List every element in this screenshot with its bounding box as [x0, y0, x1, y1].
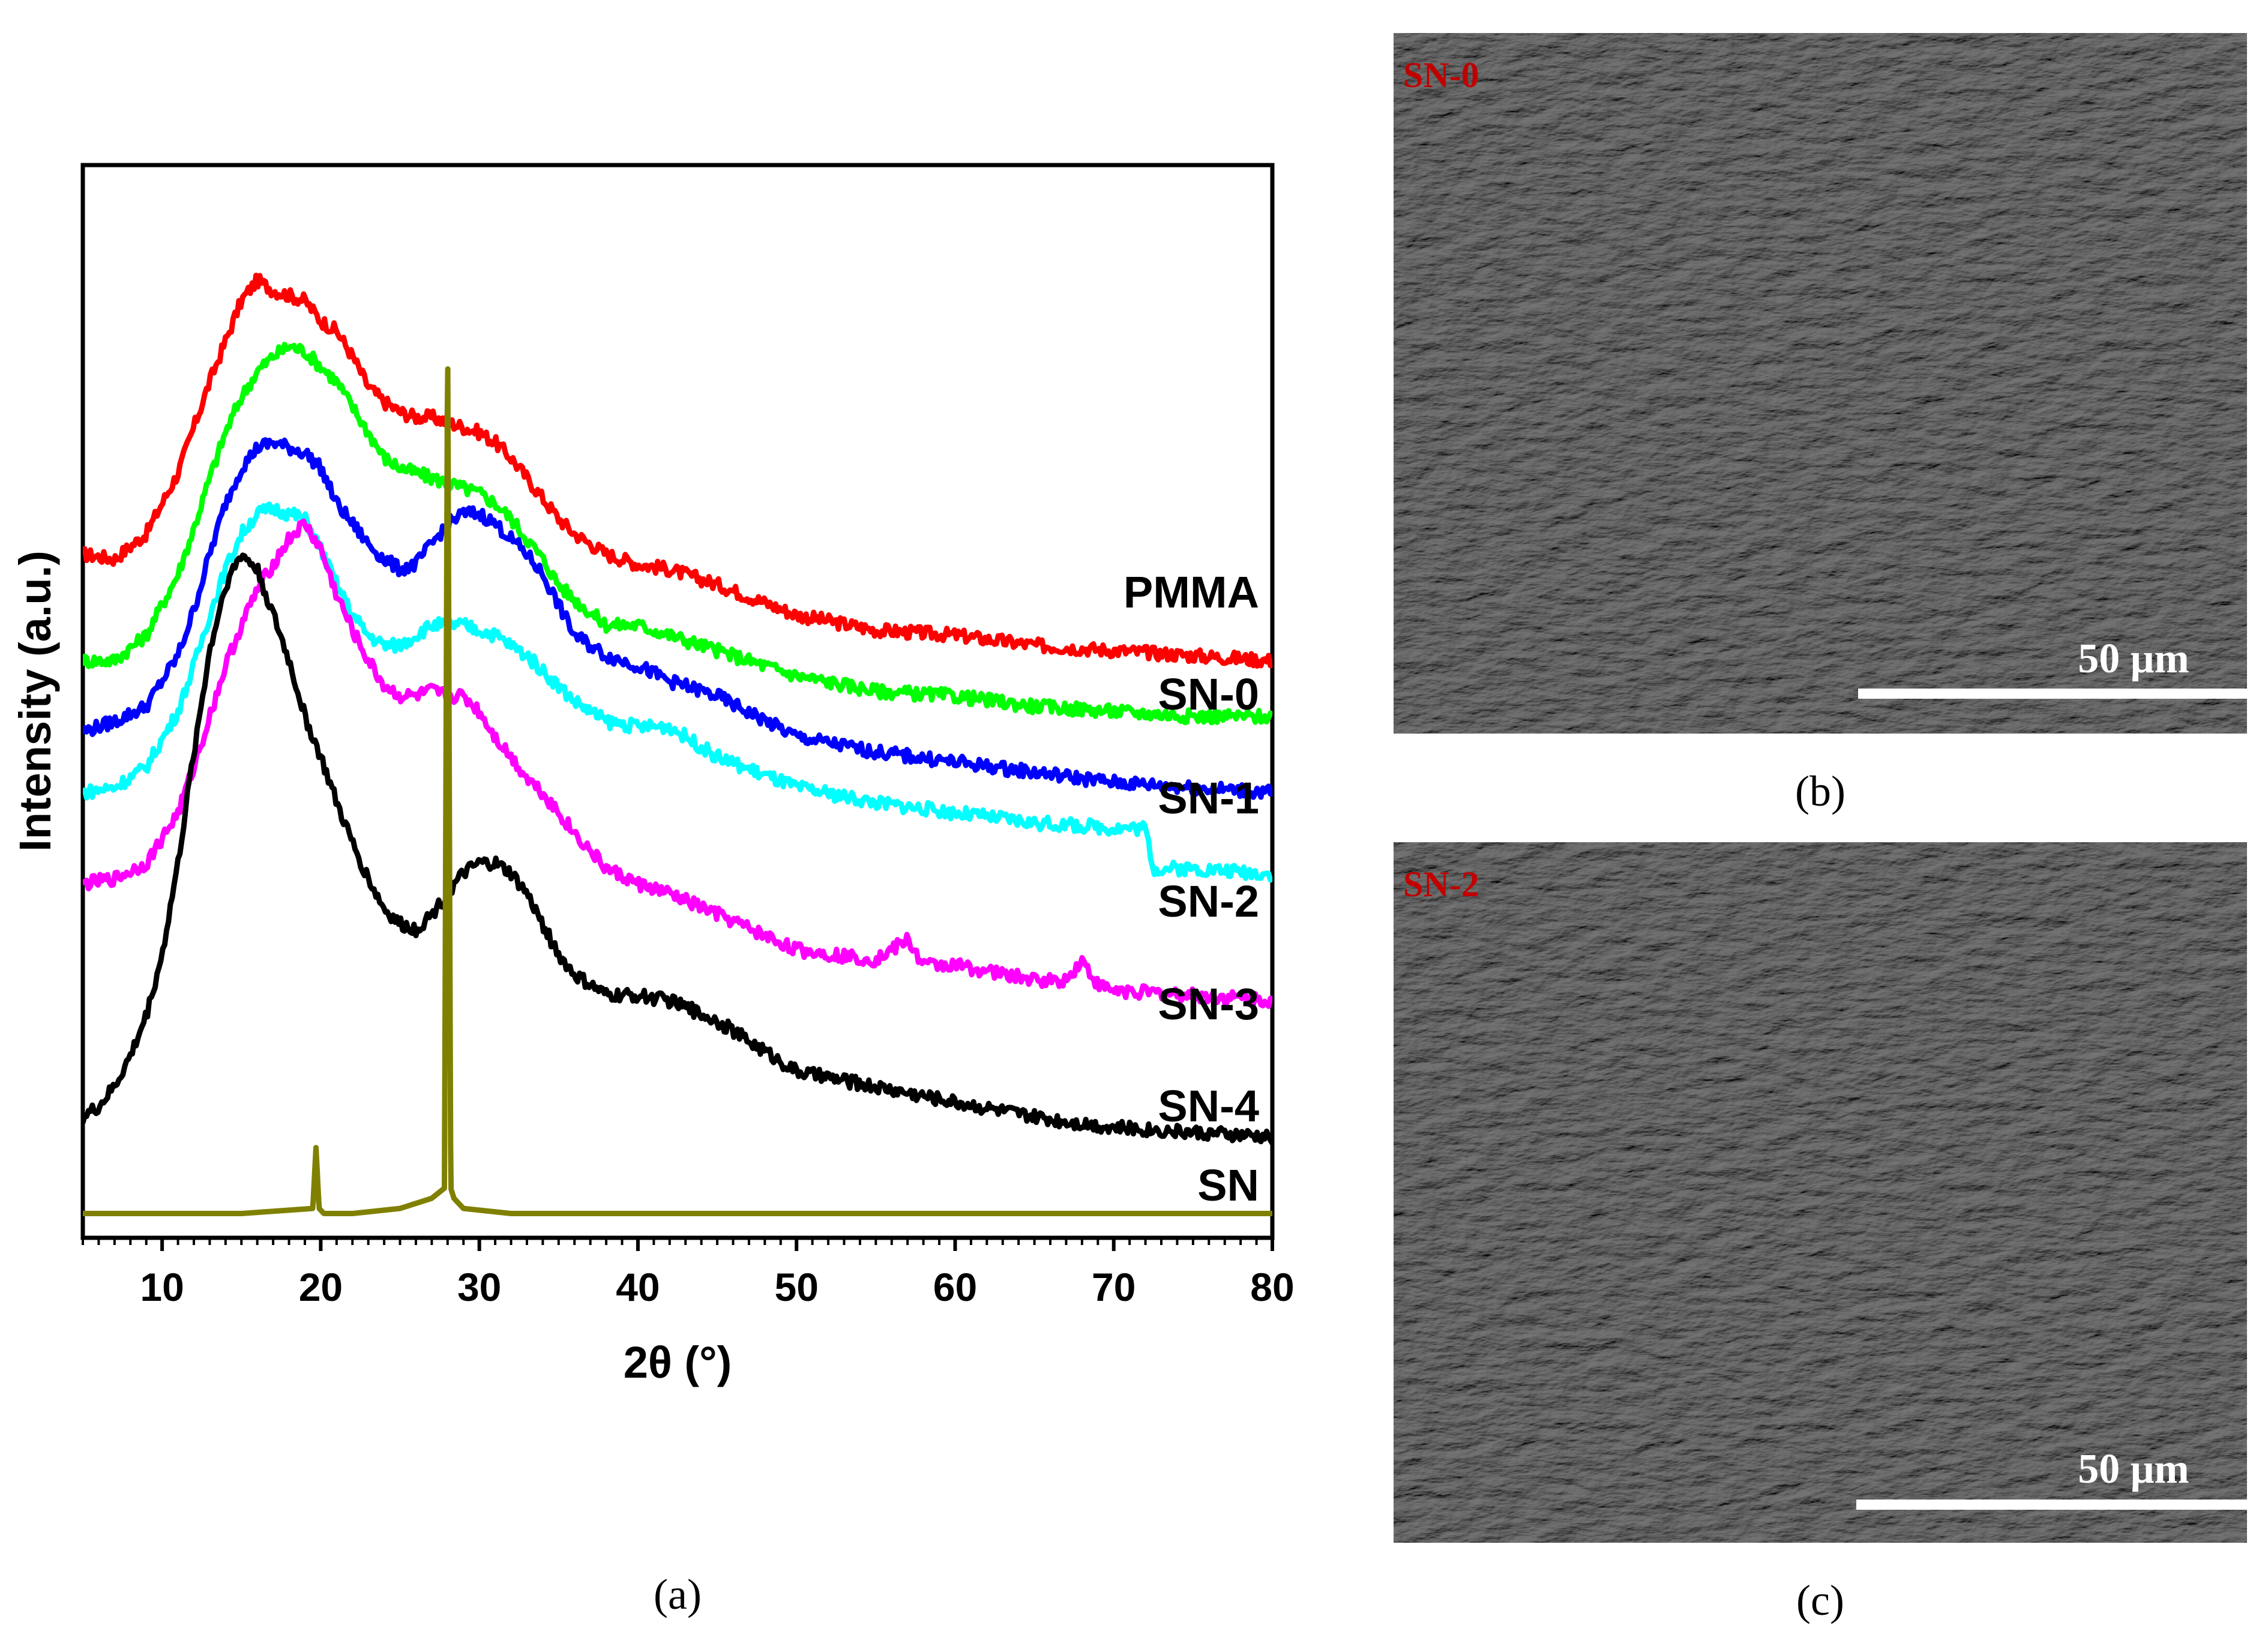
plot-frame	[80, 163, 1275, 1240]
series-label-sn-4: SN-4	[1158, 1081, 1259, 1131]
x-tick-label: 60	[933, 1265, 977, 1309]
panel-caption-b: (b)	[1795, 767, 1845, 815]
panel-caption-c: (c)	[1796, 1576, 1844, 1624]
series-labels: PMMA SN-0 SN-1 SN-2 SN-3 SN-4 SN	[1123, 567, 1259, 1210]
sem-sample-label: SN-0	[1403, 55, 1479, 95]
x-tick-label: 20	[299, 1265, 343, 1309]
series-line-sn-2	[83, 501, 1272, 883]
sem-image-sn2: SN-2 50 μm (c)	[1394, 842, 2248, 1624]
x-tick-label: 70	[1092, 1265, 1136, 1309]
series-label-pmma: PMMA	[1123, 567, 1259, 617]
sem-image-texture	[1394, 842, 2247, 1543]
series-line-sn-3	[83, 518, 1272, 1009]
series-line-sn	[83, 366, 1272, 1216]
sem-image-texture	[1394, 33, 2247, 734]
x-tick-label: 80	[1250, 1265, 1294, 1309]
sem-image-sn0: SN-0 50 μm (b)	[1394, 33, 2248, 815]
scale-bar	[1858, 689, 2248, 699]
x-tick-label: 50	[774, 1265, 818, 1309]
series-label-sn-3: SN-3	[1158, 979, 1259, 1029]
series-label-sn-0: SN-0	[1158, 669, 1259, 719]
scale-bar	[1856, 1500, 2248, 1510]
xrd-chart: 10 20 30 40 50 60 70 80 PMMA SN-0 SN-1 SN-2 SN-3 SN-…	[10, 163, 1295, 1618]
series-label-sn: SN	[1197, 1160, 1259, 1210]
series-line-sn-4	[83, 552, 1272, 1145]
series-layer	[83, 273, 1272, 1216]
series-line-sn-0	[83, 342, 1272, 726]
scale-bar-label: 50 μm	[2078, 636, 2189, 682]
series-label-sn-1: SN-1	[1158, 773, 1259, 823]
x-tick-label: 10	[140, 1265, 184, 1309]
scale-bar-label: 50 μm	[2078, 1446, 2189, 1492]
y-axis-title: Intensity (a.u.)	[10, 550, 60, 852]
series-line-sn-1	[83, 437, 1272, 800]
x-axis-ticks: 10 20 30 40 50 60 70 80	[82, 1238, 1295, 1309]
series-label-sn-2: SN-2	[1158, 876, 1259, 926]
sem-sample-label: SN-2	[1403, 864, 1479, 904]
x-tick-label: 30	[457, 1265, 501, 1309]
panel-caption-a: (a)	[654, 1570, 702, 1618]
x-axis-title: 2θ (°)	[624, 1337, 732, 1387]
x-tick-label: 40	[616, 1265, 660, 1309]
series-line-pmma	[83, 273, 1272, 669]
